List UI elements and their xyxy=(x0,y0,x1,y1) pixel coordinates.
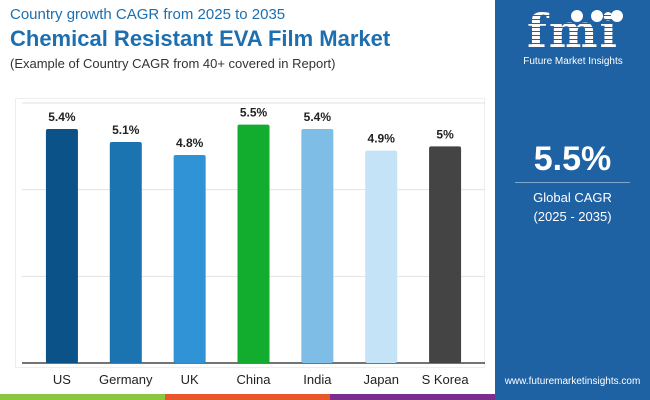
globe-icons xyxy=(571,10,623,22)
header-subtitle: Country growth CAGR from 2025 to 2035 xyxy=(10,6,286,23)
global-cagr-value: 5.5% xyxy=(533,140,612,178)
data-label: 5.5% xyxy=(240,106,268,120)
header-note: (Example of Country CAGR from 40+ covere… xyxy=(10,56,336,71)
bar-uk xyxy=(173,155,206,363)
data-label: 4.9% xyxy=(368,132,396,146)
global-cagr-text: Global CAGR xyxy=(533,190,612,205)
x-tick-label: China xyxy=(237,372,272,387)
divider xyxy=(515,182,630,183)
footer-strip-purple xyxy=(330,394,495,400)
data-label: 5.4% xyxy=(304,110,332,124)
chart-frame xyxy=(15,98,485,368)
bar-india xyxy=(301,129,334,363)
data-label: 4.8% xyxy=(176,136,204,150)
bar-chart: 5.4% US 5.1% Germany 4.8% UK 5.5% China 5.4% Indi… xyxy=(22,102,485,387)
logo-name: Future Market Insights xyxy=(523,56,623,67)
data-label: 5.1% xyxy=(112,123,140,137)
bar-germany xyxy=(109,142,142,363)
footer-strip-orange xyxy=(165,394,330,400)
footer-strip-green xyxy=(0,394,165,400)
global-cagr-period: (2025 - 2035) xyxy=(533,209,612,224)
x-tick-label: S Korea xyxy=(422,372,470,387)
fmi-logo: fmi Future Market Insights xyxy=(513,8,633,72)
bar-us xyxy=(45,129,78,363)
data-label: 5% xyxy=(436,127,454,141)
data-label: 5.4% xyxy=(48,110,76,124)
x-tick-label: US xyxy=(53,372,71,387)
bar-s-korea xyxy=(429,146,462,363)
side-panel: fmi Future Market Insights 5.5% Global C… xyxy=(495,0,650,400)
x-tick-label: Germany xyxy=(99,372,153,387)
website-link[interactable]: www.futuremarketinsights.com xyxy=(504,376,641,387)
global-cagr-label: Global CAGR (2025 - 2035) xyxy=(495,188,650,226)
bar-japan xyxy=(365,150,398,363)
page-title: Chemical Resistant EVA Film Market xyxy=(10,26,391,51)
bar-china xyxy=(237,124,270,364)
x-tick-label: Japan xyxy=(364,372,399,387)
x-tick-label: India xyxy=(303,372,332,387)
x-tick-label: UK xyxy=(181,372,199,387)
